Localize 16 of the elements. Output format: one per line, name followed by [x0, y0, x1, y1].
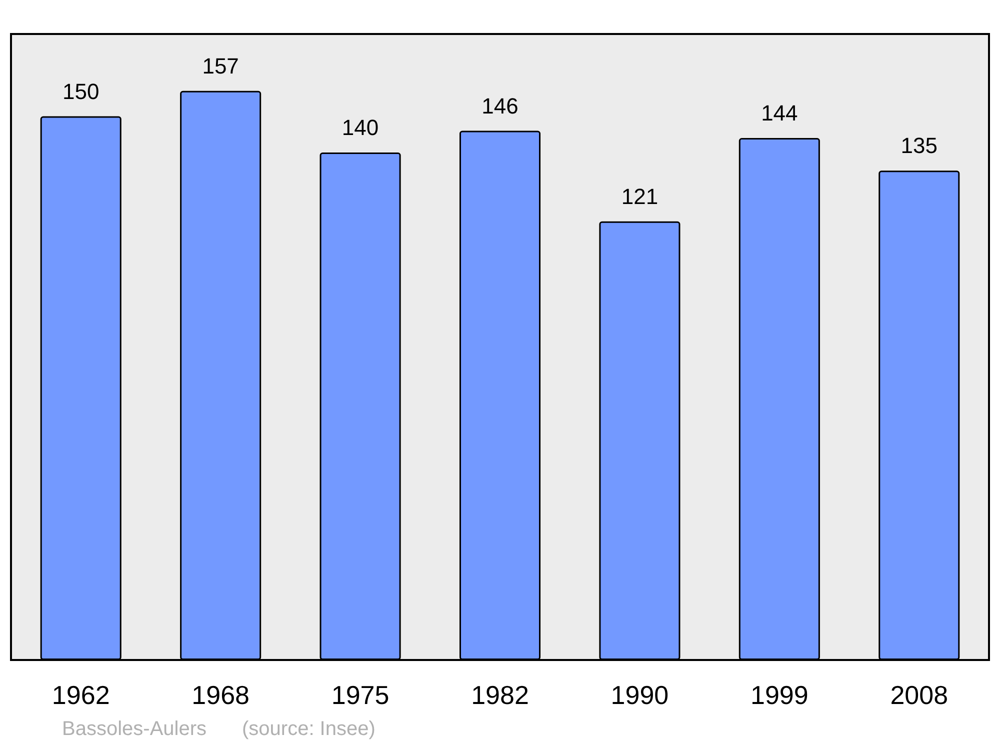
x-tick-label: 1975 — [331, 680, 390, 710]
data-label: 157 — [202, 53, 239, 78]
text: Bassoles-Aulers — [62, 718, 207, 740]
x-tick-label: 1968 — [192, 680, 250, 710]
data-label: 144 — [761, 100, 798, 126]
data-label: 146 — [482, 93, 518, 118]
x-tick-label: 1962 — [52, 680, 110, 710]
x-tick-label: 2008 — [890, 680, 948, 710]
data-label: 135 — [900, 133, 938, 158]
x-tick-label: 1990 — [610, 680, 669, 710]
data-label: 150 — [62, 78, 100, 104]
data-label: 140 — [342, 115, 379, 140]
data-label: 121 — [621, 184, 658, 209]
text: (source: Insee) — [242, 718, 376, 740]
x-tick-label: 1999 — [750, 680, 808, 710]
x-tick-label: 1982 — [471, 680, 529, 710]
